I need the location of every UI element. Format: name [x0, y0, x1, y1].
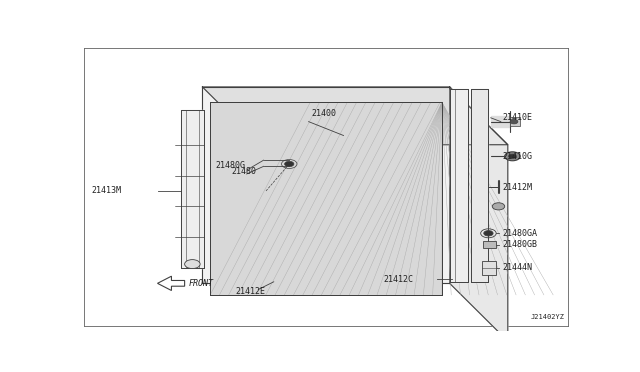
Polygon shape — [483, 241, 496, 248]
Polygon shape — [491, 116, 510, 127]
Circle shape — [509, 154, 516, 158]
Circle shape — [184, 260, 200, 269]
Circle shape — [510, 119, 518, 124]
Text: 21480GB: 21480GB — [502, 240, 538, 249]
Circle shape — [505, 152, 520, 161]
Text: 21412C: 21412C — [383, 275, 413, 284]
Text: 21413M: 21413M — [92, 186, 122, 195]
Text: 21480GA: 21480GA — [502, 229, 538, 238]
Polygon shape — [180, 110, 204, 268]
Text: 21410E: 21410E — [502, 113, 532, 122]
Text: 21412E: 21412E — [235, 286, 265, 295]
Text: 21410G: 21410G — [502, 152, 532, 161]
Text: J21402YZ: J21402YZ — [531, 314, 564, 320]
Text: 21480G: 21480G — [216, 161, 246, 170]
Text: 21412M: 21412M — [502, 183, 532, 192]
Circle shape — [285, 161, 294, 167]
Text: 21480: 21480 — [231, 167, 256, 176]
Text: 21444N: 21444N — [502, 263, 532, 272]
Polygon shape — [202, 87, 508, 145]
Text: FRONT: FRONT — [189, 279, 214, 288]
Circle shape — [484, 231, 493, 236]
Polygon shape — [202, 87, 450, 283]
Polygon shape — [510, 117, 520, 126]
Text: 21400: 21400 — [311, 109, 336, 118]
Polygon shape — [157, 276, 184, 291]
Circle shape — [492, 203, 505, 210]
Polygon shape — [451, 89, 467, 282]
Polygon shape — [450, 87, 508, 341]
Polygon shape — [210, 102, 442, 295]
Polygon shape — [472, 89, 488, 282]
Polygon shape — [482, 261, 496, 275]
